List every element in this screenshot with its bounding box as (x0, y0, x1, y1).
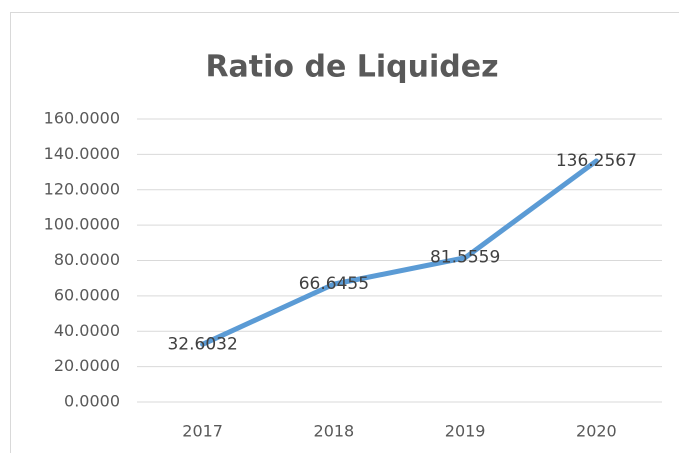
x-tick-label: 2018 (314, 422, 355, 441)
x-tick-label: 2017 (182, 422, 223, 441)
y-tick-label: 0.0000 (64, 392, 120, 411)
data-label: 66.6455 (299, 274, 369, 294)
data-label: 32.6032 (167, 334, 237, 354)
y-tick-label: 60.0000 (54, 285, 120, 304)
y-tick-label: 160.0000 (44, 109, 120, 128)
y-tick-label: 120.0000 (44, 179, 120, 198)
chart-title: Ratio de Liquidez (205, 50, 498, 85)
x-tick-label: 2019 (445, 422, 486, 441)
line (200, 158, 599, 347)
y-tick-label: 40.0000 (54, 321, 120, 340)
y-tick-label: 100.0000 (44, 215, 120, 234)
y-tick-label: 20.0000 (54, 356, 120, 375)
y-tick-label: 80.0000 (54, 250, 120, 269)
chart-border (10, 12, 679, 453)
x-tick-label: 2020 (576, 422, 617, 441)
data-label: 81.5559 (430, 248, 500, 268)
y-tick-label: 140.0000 (44, 144, 120, 163)
data-label: 136.2567 (556, 151, 637, 171)
